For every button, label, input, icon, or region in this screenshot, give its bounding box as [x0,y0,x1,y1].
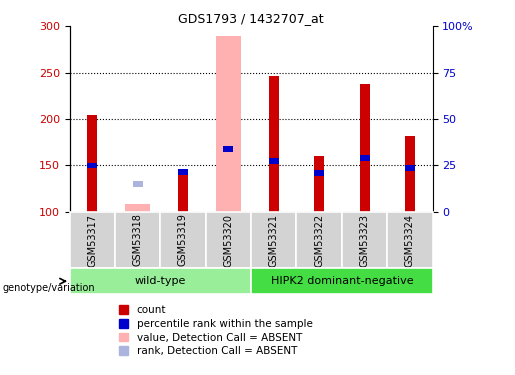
Text: HIPK2 dominant-negative: HIPK2 dominant-negative [270,276,413,286]
Bar [125,204,150,212]
Text: genotype/variation: genotype/variation [3,283,95,293]
Bar [178,170,188,212]
Bar [205,212,251,268]
Bar [297,212,342,268]
Bar [359,84,370,212]
Bar [405,136,415,212]
Bar [87,116,97,212]
Bar [359,155,370,161]
Text: GSM53321: GSM53321 [269,214,279,267]
Bar [251,268,433,294]
Bar [70,268,251,294]
Bar [405,165,415,171]
Text: GSM53318: GSM53318 [132,214,143,267]
Text: GSM53317: GSM53317 [87,214,97,267]
Text: GSM53319: GSM53319 [178,214,188,267]
Bar [269,76,279,212]
Title: GDS1793 / 1432707_at: GDS1793 / 1432707_at [178,12,324,25]
Text: GSM53323: GSM53323 [359,214,370,267]
Legend: count, percentile rank within the sample, value, Detection Call = ABSENT, rank, : count, percentile rank within the sample… [119,305,313,356]
Bar [216,36,241,212]
Bar [70,212,115,268]
Bar [115,212,160,268]
Bar [160,212,205,268]
Bar [251,212,297,268]
Bar [387,212,433,268]
Bar [269,158,279,164]
Text: GSM53324: GSM53324 [405,214,415,267]
Bar [87,163,97,168]
Bar [178,169,188,175]
Bar [342,212,387,268]
Text: GSM53322: GSM53322 [314,214,324,267]
Bar [224,146,233,152]
Bar [132,181,143,187]
Text: GSM53320: GSM53320 [224,214,233,267]
Bar [314,170,324,176]
Text: wild-type: wild-type [134,276,186,286]
Bar [314,156,324,212]
